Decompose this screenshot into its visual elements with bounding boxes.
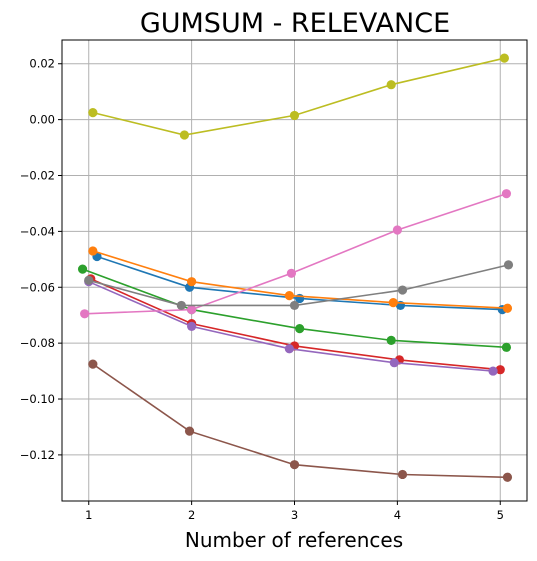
data-point [179, 130, 190, 140]
data-point [88, 246, 98, 256]
data-point [501, 189, 512, 199]
data-point [392, 225, 402, 235]
data-point [502, 303, 513, 313]
data-point [389, 358, 399, 368]
data-point [88, 108, 98, 118]
series-2 [88, 246, 513, 313]
data-point [295, 324, 305, 334]
data-point [286, 268, 297, 278]
data-point [499, 53, 509, 63]
data-point [388, 298, 398, 308]
data-point [184, 426, 195, 436]
data-point [289, 300, 300, 311]
data-point [289, 110, 300, 121]
x-tick-label: 5 [497, 508, 504, 522]
y-tick-label: −0.06 [20, 280, 55, 294]
data-point [284, 344, 294, 354]
data-point [503, 260, 514, 270]
data-point [495, 365, 505, 375]
y-axis-ticks: −0.12 −0.10 −0.08 −0.06 −0.04 −0.02 0.00 0.02 [20, 57, 62, 462]
data-point [502, 472, 513, 482]
series-line [92, 363, 508, 479]
x-axis-ticks: 1 2 3 4 5 [85, 501, 504, 522]
series-8 [84, 260, 514, 311]
data-point [88, 359, 98, 369]
y-tick-label: 0.02 [29, 57, 55, 71]
series-lines [77, 53, 514, 482]
data-point [77, 264, 88, 274]
data-point [488, 366, 498, 376]
series-9 [88, 53, 509, 140]
x-axis-title: Number of references [185, 528, 403, 552]
data-point [501, 342, 512, 352]
data-point [187, 305, 197, 315]
series-3 [77, 264, 512, 352]
y-tick-label: −0.10 [20, 392, 55, 406]
y-tick-label: −0.08 [20, 336, 55, 350]
series-line [92, 57, 505, 136]
data-point [289, 460, 300, 470]
y-tick-label: 0.00 [29, 113, 55, 127]
chart-title: GUMSUM - RELEVANCE [140, 8, 450, 39]
data-point [397, 285, 408, 295]
data-point [386, 80, 396, 90]
series-line [90, 278, 501, 371]
data-point [386, 335, 396, 345]
data-point [187, 277, 197, 287]
series-6 [88, 359, 513, 482]
x-tick-label: 3 [291, 508, 298, 522]
y-tick-label: −0.12 [20, 448, 55, 462]
data-point [187, 321, 197, 331]
data-point [80, 309, 90, 319]
x-tick-label: 4 [394, 508, 401, 522]
data-point [284, 291, 294, 301]
data-point [84, 275, 94, 285]
series-4 [86, 274, 505, 375]
y-tick-label: −0.04 [20, 224, 55, 238]
series-7 [80, 189, 512, 319]
x-tick-label: 2 [188, 508, 195, 522]
x-tick-label: 1 [85, 508, 92, 522]
y-tick-label: −0.02 [20, 169, 55, 183]
data-point [176, 300, 186, 311]
data-point [397, 469, 408, 480]
